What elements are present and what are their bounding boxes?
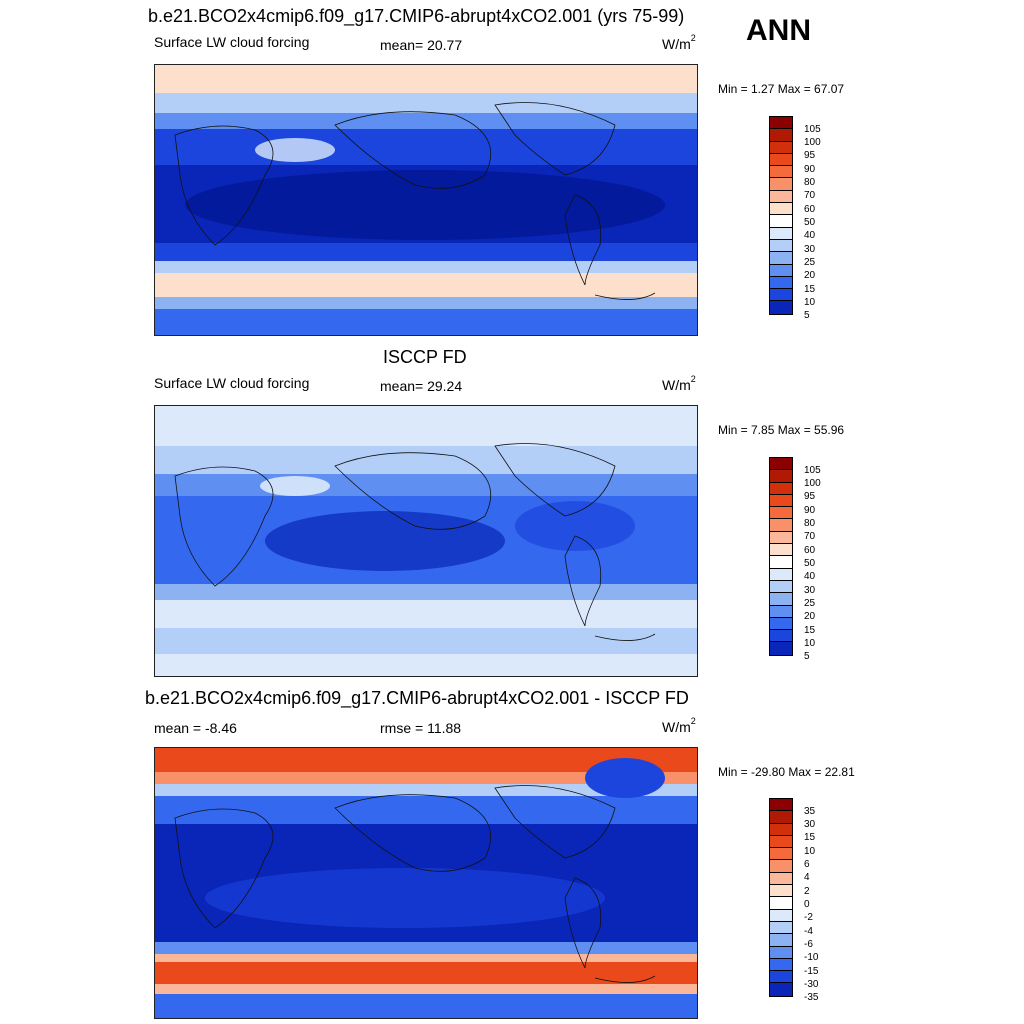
- panel2-mean-label: mean= 29.24: [380, 378, 463, 394]
- panel1-tick: 20: [804, 270, 816, 281]
- panel2-tick: 50: [804, 558, 816, 569]
- panel1-tick: 90: [804, 164, 816, 175]
- panel3-tick: 2: [804, 886, 810, 897]
- panel3-tick: 6: [804, 859, 810, 870]
- panel3-tick: 4: [804, 872, 810, 883]
- panel2-tick: 60: [804, 545, 816, 556]
- panel2-tick: 20: [804, 611, 816, 622]
- panel3-colorbar: [769, 798, 793, 997]
- panel1-variable-label: Surface LW cloud forcing: [154, 34, 310, 50]
- panel1-tick: 50: [804, 217, 816, 228]
- panel3-tick: -15: [804, 966, 819, 977]
- panel2-tick: 30: [804, 585, 816, 596]
- season-label: ANN: [746, 14, 811, 47]
- panel2-tick: 10: [804, 638, 816, 649]
- panel1-tick: 30: [804, 244, 816, 255]
- panel2-title: ISCCP FD: [383, 347, 467, 367]
- panel3-tick: -10: [804, 952, 819, 963]
- panel2-tick: 70: [804, 531, 816, 542]
- panel2-tick: 40: [804, 571, 816, 582]
- panel3-tick: -6: [804, 939, 813, 950]
- panel1-tick: 5: [804, 310, 810, 321]
- panel1-tick: 60: [804, 204, 816, 215]
- panel1-tick: 80: [804, 177, 816, 188]
- panel3-tick: -2: [804, 912, 813, 923]
- panel2-variable-label: Surface LW cloud forcing: [154, 375, 310, 391]
- panel3-map: [154, 747, 698, 1019]
- panel2-map: [154, 405, 698, 677]
- panel2-units: W/m2: [662, 374, 696, 393]
- panel2-tick: 105: [804, 465, 821, 476]
- panel2-tick: 95: [804, 491, 816, 502]
- panel3-tick: 35: [804, 806, 816, 817]
- panel1-mean-label: mean= 20.77: [380, 37, 463, 53]
- panel1-tick: 100: [804, 137, 821, 148]
- panel2-tick: 15: [804, 625, 816, 636]
- panel3-tick: -30: [804, 979, 819, 990]
- panel3-tick: 30: [804, 819, 816, 830]
- panel3-rmse-label: rmse = 11.88: [380, 720, 462, 736]
- panel1-units: W/m2: [662, 33, 696, 52]
- panel1-tick: 95: [804, 150, 816, 161]
- panel1-map: [154, 64, 698, 336]
- panel3-tick: 15: [804, 832, 816, 843]
- panel2-colorbar: [769, 457, 793, 656]
- panel1-tick: 25: [804, 257, 816, 268]
- panel3-tick: 0: [804, 899, 810, 910]
- panel2-tick: 25: [804, 598, 816, 609]
- panel1-colorbar: [769, 116, 793, 315]
- panel3-tick: -4: [804, 926, 813, 937]
- panel1-tick: 40: [804, 230, 816, 241]
- panel2-tick: 90: [804, 505, 816, 516]
- panel3-units: W/m2: [662, 716, 696, 735]
- panel2-tick: 80: [804, 518, 816, 529]
- panel1-tick: 15: [804, 284, 816, 295]
- panel3-mean-label: mean = -8.46: [154, 720, 237, 736]
- panel3-tick: -35: [804, 992, 819, 1003]
- panel3-title: b.e21.BCO2x4cmip6.f09_g17.CMIP6-abrupt4x…: [145, 688, 689, 708]
- panel1-tick: 70: [804, 190, 816, 201]
- panel2-tick: 100: [804, 478, 821, 489]
- panel3-minmax: Min = -29.80 Max = 22.81: [718, 765, 855, 779]
- panel3-tick: 10: [804, 846, 816, 857]
- panel1-minmax: Min = 1.27 Max = 67.07: [718, 82, 845, 96]
- panel1-tick: 105: [804, 124, 821, 135]
- panel2-tick: 5: [804, 651, 810, 662]
- panel1-title: b.e21.BCO2x4cmip6.f09_g17.CMIP6-abrupt4x…: [148, 6, 685, 26]
- panel2-minmax: Min = 7.85 Max = 55.96: [718, 423, 845, 437]
- panel1-tick: 10: [804, 297, 816, 308]
